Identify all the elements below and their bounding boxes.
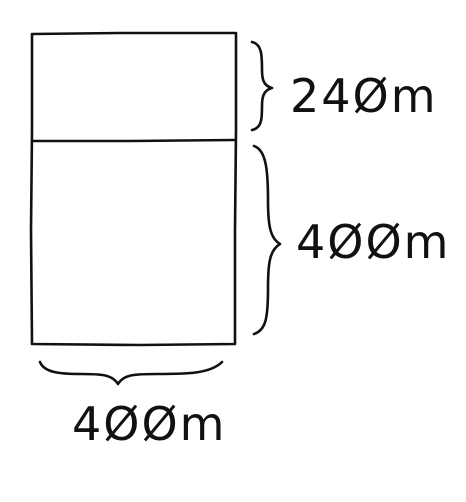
width-label: 4ØØm (72, 397, 227, 451)
width-brace (38, 360, 224, 386)
bottom-section-height-label: 4ØØm (296, 215, 451, 269)
top-section-height-label: 24Øm (290, 69, 438, 123)
bottom-section-brace (252, 144, 282, 336)
section-divider (30, 138, 236, 143)
top-section-brace (250, 40, 274, 132)
outer-rectangle (29, 31, 238, 347)
